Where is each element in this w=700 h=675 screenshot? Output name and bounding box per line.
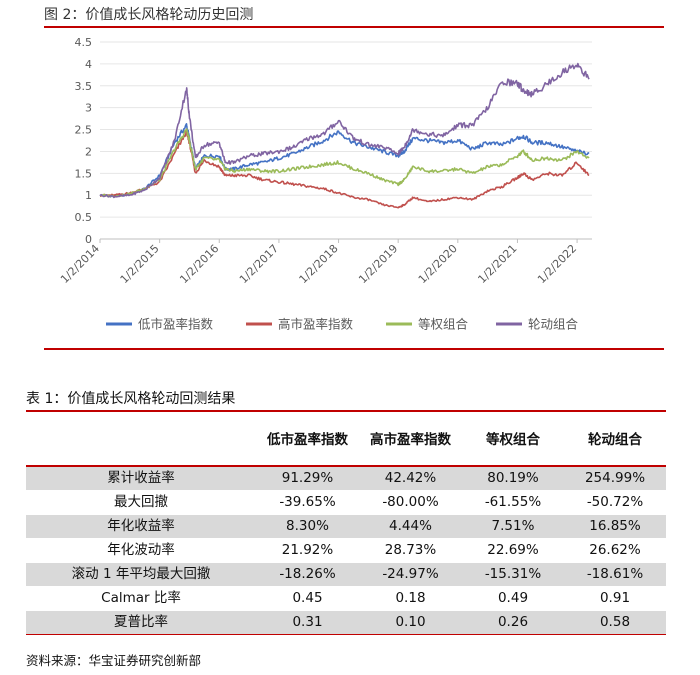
table-cell: -24.97% xyxy=(359,562,462,587)
y-tick-label: 4.5 xyxy=(75,36,93,49)
row-label: 夏普比率 xyxy=(26,610,256,635)
table-cell: -50.72% xyxy=(564,490,666,515)
line-chart: 0 0.5 1 1.5 2 2.5 3 3.5 4 4.5 1/2/2014 1/2/2015 1/2/… xyxy=(58,36,592,332)
results-table: 低市盈率指数 高市盈率指数 等权组合 轮动组合 累计收益率 91.29% 42.… xyxy=(26,414,666,635)
row-label: 年化波动率 xyxy=(26,538,256,563)
series-line xyxy=(99,128,590,198)
series-line xyxy=(99,123,590,198)
table-cell: 0.18 xyxy=(359,586,462,611)
axes: 0 0.5 1 1.5 2 2.5 3 3.5 4 4.5 1/2/2014 1/2/2015 1/2/… xyxy=(58,36,579,286)
table-cell: 0.91 xyxy=(564,586,666,611)
table-cell: 91.29% xyxy=(256,465,359,491)
header-cell: 轮动组合 xyxy=(588,431,642,448)
x-tick-label: 1/2/2019 xyxy=(356,242,400,286)
x-tick-label: 1/2/2015 xyxy=(118,242,162,286)
y-tick-label: 1 xyxy=(85,189,92,202)
y-tick-label: 2 xyxy=(85,145,92,158)
y-tick-label: 2.5 xyxy=(75,124,93,137)
y-tick-label: 4 xyxy=(85,58,92,71)
table-cell: 0.49 xyxy=(462,586,564,611)
x-tick-label: 1/2/2020 xyxy=(416,242,460,286)
table-cell: 0.45 xyxy=(256,586,359,611)
header-cell: 等权组合 xyxy=(486,431,540,448)
gridlines xyxy=(100,41,592,240)
table-cell: -18.61% xyxy=(564,562,666,587)
table-cell: -15.31% xyxy=(462,562,564,587)
table-header-row: 低市盈率指数 高市盈率指数 等权组合 轮动组合 xyxy=(26,414,666,466)
legend: 低市盈率指数 高市盈率指数 等权组合 轮动组合 xyxy=(106,317,579,332)
header-cell: 低市盈率指数 xyxy=(267,431,348,448)
table-row: 年化收益率 8.30% 4.44% 7.51% 16.85% xyxy=(26,514,666,539)
table-cell: -61.55% xyxy=(462,490,564,515)
table-cell: 16.85% xyxy=(564,514,666,539)
series-lines xyxy=(99,62,590,209)
table-cell: 0.10 xyxy=(359,610,462,635)
table-cell: 42.42% xyxy=(359,465,462,491)
legend-label: 等权组合 xyxy=(418,317,469,332)
table-cell: 21.92% xyxy=(256,538,359,563)
source-note: 资料来源：华宝证券研究创新部 xyxy=(26,653,202,668)
table-row: 夏普比率 0.31 0.10 0.26 0.58 xyxy=(26,610,666,635)
table-cell: 0.58 xyxy=(564,610,666,635)
table-row: 最大回撤 -39.65% -80.00% -61.55% -50.72% xyxy=(26,490,666,515)
table-top-rule xyxy=(26,410,666,412)
y-tick-label: 3.5 xyxy=(75,80,93,93)
y-tick-label: 0 xyxy=(85,233,92,246)
table-cell: 26.62% xyxy=(564,538,666,563)
table-title: 表 1：价值成长风格轮动回测结果 xyxy=(26,391,236,407)
table-row: 年化波动率 21.92% 28.73% 22.69% 26.62% xyxy=(26,538,666,563)
x-tick-label: 1/2/2014 xyxy=(58,242,102,286)
table-cell: -80.00% xyxy=(359,490,462,515)
header-cell xyxy=(26,414,256,466)
table-row: 累计收益率 91.29% 42.42% 80.19% 254.99% xyxy=(26,465,666,491)
figure-title: 图 2：价值成长风格轮动历史回测 xyxy=(44,7,254,23)
table-cell: 22.69% xyxy=(462,538,564,563)
table-row: Calmar 比率 0.45 0.18 0.49 0.91 xyxy=(26,586,666,611)
legend-label: 高市盈率指数 xyxy=(278,317,354,332)
row-label: 滚动 1 年平均最大回撤 xyxy=(26,562,256,587)
y-tick-label: 1.5 xyxy=(75,167,93,180)
x-tick-label: 1/2/2021 xyxy=(475,242,519,286)
table-cell: -18.26% xyxy=(256,562,359,587)
row-label: 最大回撤 xyxy=(26,490,256,515)
row-label: 累计收益率 xyxy=(26,465,256,491)
y-tick-label: 0.5 xyxy=(75,211,93,224)
row-label: 年化收益率 xyxy=(26,514,256,539)
figure-bottom-rule xyxy=(44,348,664,350)
table-cell: 0.26 xyxy=(462,610,564,635)
figure-top-rule xyxy=(44,26,664,28)
legend-label: 低市盈率指数 xyxy=(138,317,214,332)
x-tick-label: 1/2/2016 xyxy=(177,242,221,286)
table-cell: 4.44% xyxy=(359,514,462,539)
x-tick-label: 1/2/2018 xyxy=(297,242,341,286)
row-label: Calmar 比率 xyxy=(26,586,256,611)
legend-label: 轮动组合 xyxy=(528,317,579,332)
x-tick-label: 1/2/2017 xyxy=(237,242,281,286)
table-cell: 80.19% xyxy=(462,465,564,491)
table-row: 滚动 1 年平均最大回撤 -18.26% -24.97% -15.31% -18… xyxy=(26,562,666,587)
table-cell: -39.65% xyxy=(256,490,359,515)
table-cell: 7.51% xyxy=(462,514,564,539)
table-cell: 0.31 xyxy=(256,610,359,635)
y-tick-label: 3 xyxy=(85,102,92,115)
table-cell: 28.73% xyxy=(359,538,462,563)
table-cell: 254.99% xyxy=(564,465,666,491)
series-line xyxy=(99,62,590,199)
header-cell: 高市盈率指数 xyxy=(370,431,451,448)
x-tick-label: 1/2/2022 xyxy=(535,242,579,286)
table-cell: 8.30% xyxy=(256,514,359,539)
